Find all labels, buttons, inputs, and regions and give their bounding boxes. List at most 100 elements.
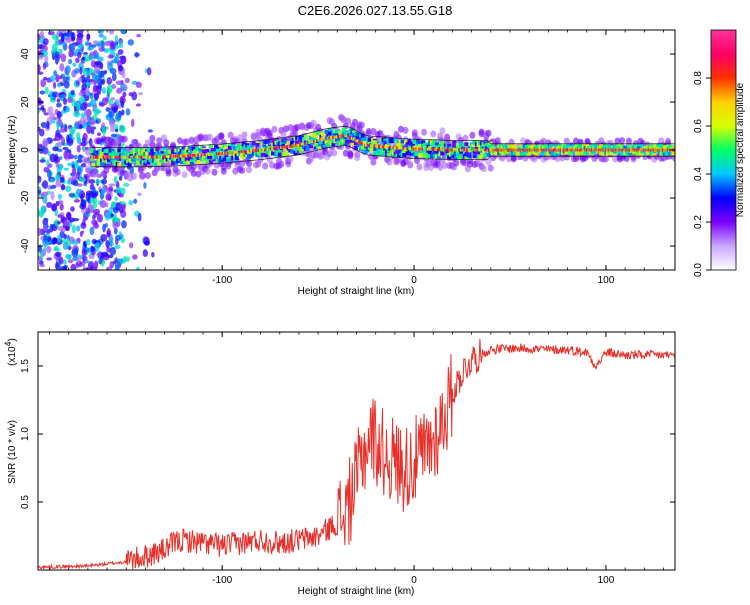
spectrogram-cell: [93, 49, 98, 55]
spectrogram-cell: [108, 78, 113, 83]
spectrogram-cell: [167, 154, 171, 158]
spectrogram-cell: [345, 117, 352, 125]
spectrogram-cell: [84, 148, 91, 156]
spectrogram-cell: [457, 155, 462, 160]
spectrogram-cell: [51, 33, 58, 40]
spectrogram-cell: [74, 247, 78, 256]
spectrogram-cell: [490, 143, 495, 148]
spectrogram-cell: [107, 99, 114, 105]
spectrogram-cell: [564, 150, 569, 155]
spectrogram-cell: [368, 152, 375, 160]
spectrogram-cell: [478, 148, 482, 152]
spectrogram-cell: [125, 108, 131, 116]
spectrogram-cell: [623, 145, 628, 150]
spectrogram-cell: [63, 220, 71, 226]
spectrogram-cell: [297, 143, 301, 147]
spectrogram-cell: [110, 213, 114, 218]
spectrogram-cell: [137, 192, 142, 197]
spectrogram-cell: [76, 30, 84, 35]
spectrogram-cell: [571, 143, 576, 148]
snr-y-ticks: 0.5 1.0 1.5: [20, 359, 675, 509]
spectrogram-cell: [234, 155, 239, 160]
spectrogram-cell: [671, 146, 675, 151]
spectrogram-cell: [42, 180, 49, 189]
spectrogram-cell: [364, 143, 368, 147]
spectrogram-cell: [326, 142, 331, 147]
spectrogram-cell: [421, 128, 428, 136]
spectrogram-cell: [97, 214, 104, 223]
spectrogram-cell: [246, 159, 253, 167]
spectrogram-cell: [77, 77, 82, 83]
colorbar-tick-label: 0.4: [693, 167, 704, 181]
spectrogram-cell: [86, 124, 93, 134]
spectrogram-cell: [205, 159, 210, 164]
snr-x-label: Height of straight line (km): [298, 586, 415, 597]
spectrogram-cell: [164, 155, 168, 159]
spectrogram-cell: [659, 144, 664, 149]
spectrogram-cell: [87, 261, 95, 270]
spectrogram-cell: [55, 251, 62, 258]
spectrogram-cell: [106, 157, 111, 162]
spectrogram-cell: [400, 139, 405, 144]
spectrogram-cell: [67, 162, 73, 167]
spectrogram-marks: [38, 30, 675, 270]
spectrogram-cell: [590, 150, 595, 155]
spectrogram-cell: [227, 131, 234, 139]
spectrogram-cell: [96, 173, 103, 178]
spectrogram-cell: [136, 161, 141, 166]
spectrogram-cell: [309, 144, 314, 149]
spectrogram-cell: [469, 142, 474, 147]
spectrogram-cell: [89, 157, 94, 162]
spectrogram-cell: [110, 133, 118, 138]
spectrogram-cell: [39, 90, 46, 95]
spectrogram-cell: [128, 200, 134, 206]
spectrogram-cell: [628, 144, 633, 149]
spectrogram-cell: [52, 81, 57, 89]
spectrogram-cell: [447, 143, 452, 148]
spectrogram-cell: [81, 123, 88, 129]
spectrogram-cell: [98, 47, 105, 53]
spectrogram-cell: [80, 230, 85, 234]
spectrogram-cell: [87, 247, 92, 253]
spectrogram-cell: [47, 106, 54, 115]
spectrogram-cell: [290, 149, 295, 154]
spectrogram-cell: [402, 146, 406, 150]
spectrogram-cell: [92, 214, 96, 220]
spectrogram-cell: [300, 142, 304, 146]
spectrogram-cell: [197, 133, 204, 141]
spectrogram-cell: [208, 159, 213, 164]
spectrogram-cell: [70, 89, 75, 96]
spectrogram-cell: [310, 119, 317, 127]
spectrogram-cell: [330, 135, 334, 139]
spectrogram-cell: [356, 139, 360, 143]
spectrogram-cell: [204, 167, 211, 175]
spectrogram-cell: [661, 148, 665, 152]
spectrogram-cell: [201, 149, 206, 154]
spectrogram-cell: [88, 179, 96, 184]
spectrogram-cell: [52, 146, 59, 152]
spectrogram-cell: [87, 120, 91, 127]
spectrogram-cell: [189, 158, 194, 163]
spectrogram-cell: [357, 143, 362, 148]
spectrogram-cell: [80, 222, 87, 229]
spectrogram-cell: [566, 144, 571, 149]
spectrogram-cell: [80, 79, 88, 83]
spectrogram-cell: [114, 34, 119, 43]
spectrogram-cell: [295, 143, 299, 147]
spectrogram-cell: [92, 223, 100, 229]
spectrogram-cell: [118, 124, 125, 133]
spectrogram-cell: [82, 51, 89, 56]
spectrogram-cell: [130, 172, 137, 180]
spectrogram-cell: [482, 148, 486, 152]
spectrogram-cell: [68, 217, 75, 223]
spectrogram-cell: [111, 200, 116, 208]
spectrogram-cell: [47, 163, 53, 168]
spectrogram-cell: [72, 62, 77, 67]
spectrogram-cell: [83, 101, 88, 109]
spectrogram-cell: [85, 239, 91, 246]
spectrogram-cell: [41, 45, 48, 52]
spectrogram-cell: [40, 148, 46, 153]
spectrogram-cell: [637, 146, 642, 151]
spectrogram-cell: [96, 241, 100, 247]
spectrogram-cell: [550, 151, 555, 156]
